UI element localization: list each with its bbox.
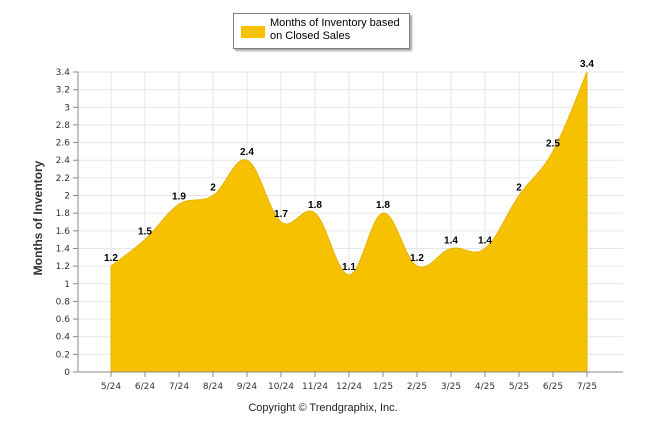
y-tick-label: 1.4 xyxy=(56,244,71,254)
x-tick-label: 7/25 xyxy=(577,382,597,392)
data-label: 1.7 xyxy=(274,209,288,220)
x-tick-label: 7/24 xyxy=(169,382,189,392)
y-tick-label: 1.8 xyxy=(56,209,71,219)
y-tick-label: 0 xyxy=(64,368,70,378)
data-label: 2 xyxy=(516,183,522,194)
x-tick-label: 11/24 xyxy=(302,382,328,392)
x-tick-label: 10/24 xyxy=(268,382,294,392)
legend-label: Months of Inventory based on Closed Sale… xyxy=(270,17,400,42)
data-label: 1.5 xyxy=(138,227,152,238)
y-tick-labels: 0 0.2 0.4 0.6 0.8 1 1.2 1.4 1.6 1.8 2 2.2 2.4 2.6 2.8 3… xyxy=(56,68,71,378)
x-tick-label: 12/24 xyxy=(336,382,362,392)
copyright-text: Copyright © Trendgraphix, Inc. xyxy=(248,402,398,414)
data-label: 1.1 xyxy=(342,262,356,273)
x-tick-label: 1/25 xyxy=(373,382,393,392)
y-tick-label: 2.6 xyxy=(56,139,71,149)
data-label: 2.4 xyxy=(240,147,254,158)
y-tick-label: 1.6 xyxy=(56,227,71,237)
y-tick-label: 1.2 xyxy=(56,262,70,272)
data-label: 2 xyxy=(210,183,216,194)
axis-layer xyxy=(77,72,623,373)
data-labels: 1.2 1.5 1.9 2 2.4 1.7 1.8 1.1 1.8 1.2 1.4 1.4 2 2.5 3.… xyxy=(104,59,594,273)
x-tick-label: 8/24 xyxy=(203,382,223,392)
data-label: 3.4 xyxy=(580,59,594,70)
x-tick-label: 3/25 xyxy=(441,382,461,392)
y-tick-label: 1 xyxy=(64,280,70,290)
x-tick-label: 4/25 xyxy=(475,382,495,392)
x-tick-label: 5/25 xyxy=(509,382,529,392)
y-tick-label: 0.8 xyxy=(56,297,71,307)
y-tick-label: 0.6 xyxy=(56,315,71,325)
data-label: 1.9 xyxy=(172,191,186,202)
y-tick-label: 3.2 xyxy=(56,86,70,96)
data-label: 1.4 xyxy=(478,235,492,246)
y-tick-label: 0.2 xyxy=(56,350,70,360)
series-area xyxy=(110,71,588,373)
data-label: 1.2 xyxy=(104,253,118,264)
data-label: 1.4 xyxy=(444,235,458,246)
y-tick-label: 0.4 xyxy=(56,333,71,343)
y-tick-label: 2.4 xyxy=(56,156,71,166)
data-label: 1.2 xyxy=(410,253,424,264)
y-tick-label: 2 xyxy=(64,192,70,202)
x-tick-label: 6/25 xyxy=(543,382,563,392)
x-tick-label: 9/24 xyxy=(237,382,257,392)
y-tick-label: 3.4 xyxy=(56,68,71,78)
y-tick-label: 3 xyxy=(64,103,70,113)
x-tick-labels: 5/24 6/24 7/24 8/24 9/24 10/24 11/24 12/24 1/25 2… xyxy=(101,372,597,392)
x-tick-label: 5/24 xyxy=(101,382,121,392)
y-tick-label: 2.8 xyxy=(56,121,71,131)
legend-swatch xyxy=(241,26,265,38)
legend: Months of Inventory based on Closed Sale… xyxy=(233,13,410,49)
data-label: 1.8 xyxy=(308,200,322,211)
data-label: 1.8 xyxy=(376,200,390,211)
y-axis-title: Months of Inventory xyxy=(31,160,45,275)
y-tick-label: 2.2 xyxy=(56,174,70,184)
x-tick-label: 6/24 xyxy=(135,382,155,392)
data-label: 2.5 xyxy=(546,138,560,149)
x-tick-label: 2/25 xyxy=(407,382,427,392)
